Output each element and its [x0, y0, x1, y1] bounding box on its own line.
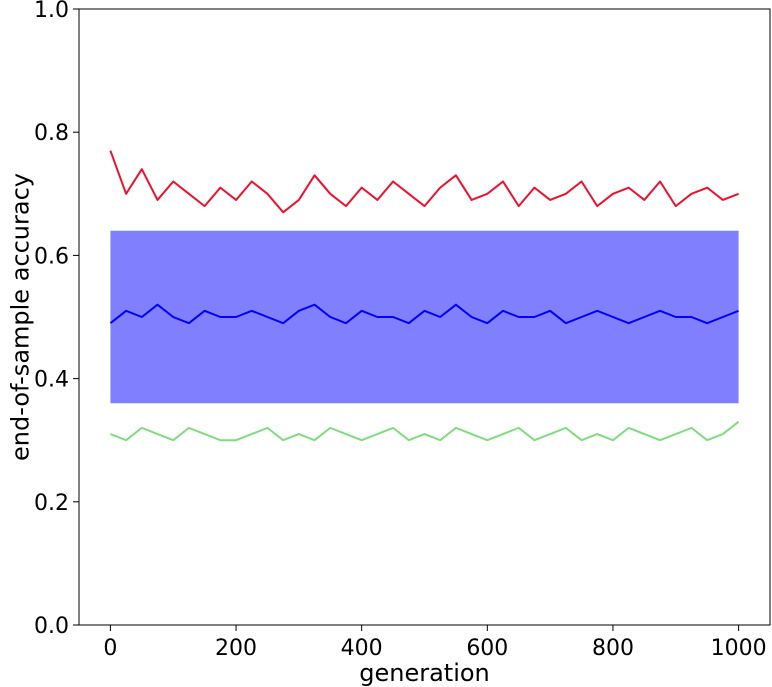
- series-min-line: [110, 420, 740, 442]
- y-axis-label: end-of-sample accuracy: [6, 173, 34, 461]
- series-max-line: [109, 150, 739, 214]
- plot-area: [109, 150, 740, 442]
- x-axis-ticks: 0 200 400 600 800 1000: [103, 625, 767, 661]
- y-tick-label: 0.4: [34, 368, 69, 393]
- x-tick-label: 200: [215, 636, 257, 661]
- y-tick-label: 0.6: [34, 244, 69, 269]
- y-tick-label: 1.0: [34, 0, 69, 23]
- x-axis-label: generation: [359, 659, 490, 687]
- std-band: [110, 230, 739, 404]
- x-tick-label: 800: [592, 636, 634, 661]
- x-tick-label: 600: [466, 636, 508, 661]
- y-axis-ticks: 0.0 0.2 0.4 0.6 0.8 1.0: [34, 0, 79, 639]
- x-tick-label: 0: [103, 636, 117, 661]
- y-tick-label: 0.2: [34, 491, 69, 516]
- series-mean-line: [109, 303, 739, 325]
- y-tick-label: 0.8: [34, 121, 69, 146]
- x-tick-label: 1000: [711, 636, 767, 661]
- x-tick-label: 400: [341, 636, 383, 661]
- y-tick-label: 0.0: [34, 614, 69, 639]
- plot-frame: [78, 8, 771, 626]
